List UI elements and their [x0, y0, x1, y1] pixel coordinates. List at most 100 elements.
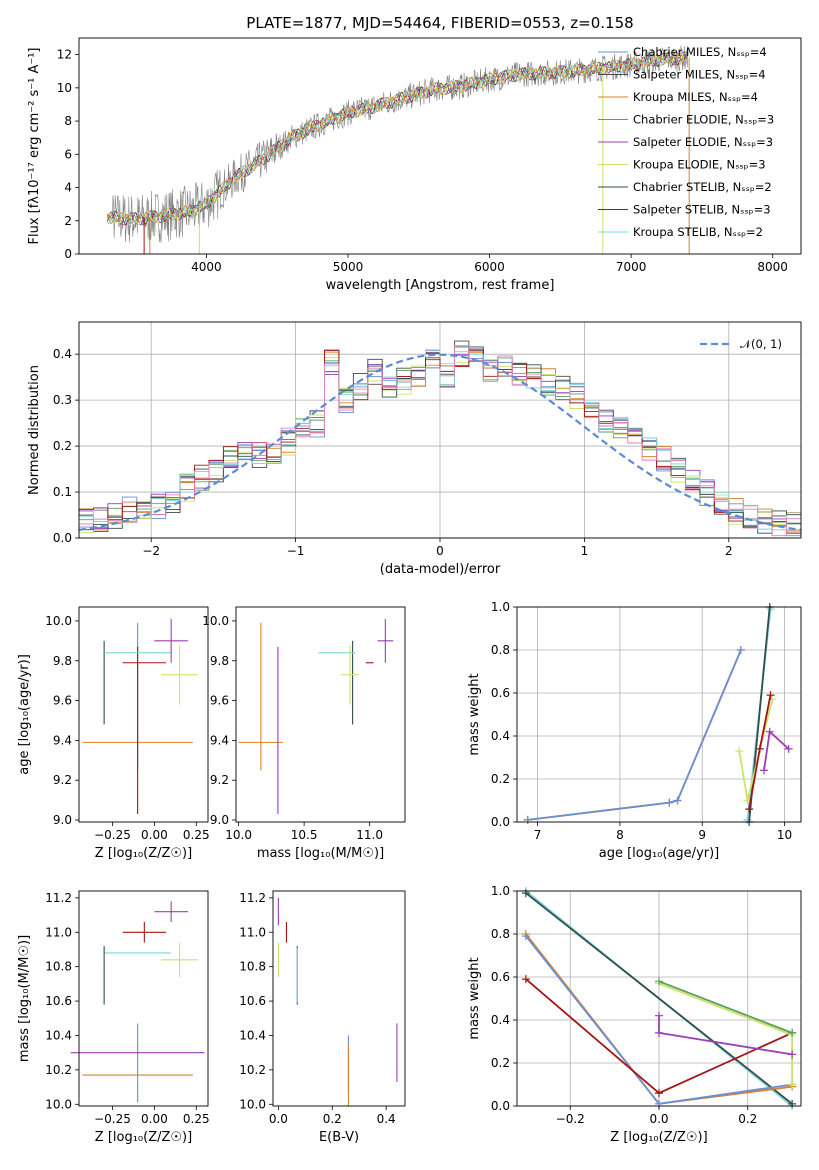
spectrum-frame: [78, 37, 802, 255]
data-point-marker: [673, 796, 682, 805]
data-point-marker: [655, 1028, 663, 1037]
mass-weight-line-salpeter_elodie: [763, 729, 790, 771]
legend-entry: Chabrier STELIB, Nₛₛₚ=2: [633, 180, 772, 194]
residuals-axes: −2 −1 0 1 2 0.0 0.1 0.2 0.3 0.4 (data-model)/error…: [27, 321, 802, 577]
x-tick-label: 10.0: [225, 828, 252, 842]
y-tick-label: 1.0: [491, 600, 510, 614]
y-tick-label: 10.6: [45, 994, 72, 1008]
x-axis-label: Z [log₁₀(Z/Z☉)]: [610, 1130, 707, 1145]
y-tick-label: 0.4: [491, 729, 510, 743]
y-tick-label: 0.3: [53, 393, 72, 407]
x-tick-label: 8000: [757, 260, 788, 274]
data-point-marker: [766, 605, 775, 614]
y-tick-label: 0.4: [53, 347, 72, 361]
y-tick-label: 1.0: [491, 884, 510, 898]
x-tick-label: 5000: [333, 260, 364, 274]
mass_vs_EBV-axes: 0.0 0.2 0.4 10.0 10.2 10.4 10.6 10.8 11.0 11.2 E(B…: [239, 890, 406, 1145]
data-point-marker: [759, 766, 768, 775]
y-tick-label: 0.6: [491, 686, 510, 700]
x-tick-label: 1: [581, 544, 589, 558]
data-point-marker: [655, 1011, 663, 1020]
y-tick-label: 9.6: [53, 694, 72, 708]
mass_weight_vs_Z-axes: −0.2 0.0 0.2 0.0 0.2 0.4 0.6 0.8 1.0 Z [log₁₀(Z/Z…: [467, 884, 802, 1145]
x-axis-label: wavelength [Angstrom, rest frame]: [326, 278, 555, 293]
y-tick-label: 10: [57, 81, 72, 95]
y-axis-label: age [log₁₀(age/yr)]: [17, 654, 32, 775]
y-tick-label: 10.2: [45, 1063, 72, 1077]
mass-weight-line-chabrier_stelib: [525, 892, 793, 1105]
y-tick-label: 11.0: [45, 925, 72, 939]
y-tick-label: 0.8: [491, 643, 510, 657]
age_vs_mass-plot-area: [238, 618, 394, 815]
data-point-marker: [521, 975, 530, 984]
legend-entry: 𝒩(0, 1): [740, 337, 782, 351]
error-bar-point: [154, 901, 188, 922]
model-spectrum-kroupa_miles: [106, 53, 688, 225]
y-tick-label: 6: [64, 147, 72, 161]
residual-histogram-salpeter_stelib: [79, 349, 801, 538]
x-tick-label: 0.25: [183, 828, 210, 842]
age_vs_Z-frame: [78, 606, 209, 823]
spectrum-plot-area: [106, 45, 690, 254]
x-tick-label: 9: [698, 828, 706, 842]
y-tick-label: 4: [64, 181, 72, 195]
legend-entry: Salpeter ELODIE, Nₛₛₚ=3: [633, 135, 773, 149]
y-tick-label: 9.6: [210, 694, 229, 708]
x-tick-label: 8: [616, 828, 624, 842]
data-point-marker: [788, 1080, 797, 1089]
spectrum-axes: 4000 5000 6000 7000 8000 0 2 4 6 8 10 12 wavelength …: [27, 37, 802, 293]
x-axis-label: E(B-V): [319, 1130, 359, 1145]
mass-weight-line-chabrier_elodie: [658, 980, 793, 1034]
x-tick-label: 0.25: [183, 1112, 210, 1126]
x-tick-label: 7: [534, 828, 542, 842]
mass_vs_EBV-plot-area: [277, 897, 398, 1106]
x-tick-label: 10: [777, 828, 792, 842]
x-tick-label: 6000: [474, 260, 505, 274]
y-tick-label: 11.2: [239, 891, 266, 905]
data-point-marker: [523, 815, 532, 824]
x-tick-label: 0.2: [323, 1112, 342, 1126]
mass_vs_Z-frame: [78, 890, 209, 1107]
y-tick-label: 0.0: [53, 531, 72, 545]
mass-weight-line-chabrier_miles: [527, 649, 742, 821]
data-point-marker: [765, 727, 774, 736]
mass-weight-line-kroupa_elodie: [658, 982, 793, 1085]
y-tick-label: 0.0: [491, 1099, 510, 1113]
y-tick-label: 0.1: [53, 485, 72, 499]
y-tick-label: 10.8: [239, 960, 266, 974]
y-tick-label: 10.0: [202, 614, 229, 628]
y-axis-label: Flux [fλ10⁻¹⁷ erg cm⁻² s⁻¹ A⁻¹]: [27, 48, 42, 245]
y-tick-label: 9.8: [210, 654, 229, 668]
y-tick-label: 9.4: [53, 733, 72, 747]
error-bar-point: [154, 618, 188, 663]
y-tick-label: 0: [64, 247, 72, 261]
mass_weight_vs_age-frame: [516, 606, 802, 823]
data-point-marker: [788, 1050, 797, 1059]
mass_vs_EBV-frame: [272, 890, 406, 1107]
y-tick-label: 9.0: [210, 813, 229, 827]
x-tick-label: 0.4: [377, 1112, 396, 1126]
x-tick-label: 4000: [191, 260, 222, 274]
x-tick-label: 7000: [616, 260, 647, 274]
legend-entry: Chabrier ELODIE, Nₛₛₚ=3: [633, 113, 774, 127]
age_vs_Z-plot-area: [82, 618, 198, 815]
y-axis-label: Normed distribution: [27, 365, 42, 495]
error-bar-point: [340, 644, 360, 705]
x-tick-label: 0.0: [269, 1112, 288, 1126]
data-point-marker: [755, 744, 764, 753]
legend-entry: Kroupa STELIB, Nₛₛₚ=2: [633, 225, 763, 239]
y-axis-label: mass weight: [467, 957, 482, 1039]
x-axis-label: Z [log₁₀(Z/Z☉)]: [95, 846, 192, 861]
x-tick-label: 0.0: [649, 1112, 668, 1126]
x-axis-label: mass [log₁₀(M/M☉)]: [257, 846, 384, 861]
normal-distribution-curve: [79, 353, 801, 531]
error-bar-point: [161, 644, 198, 705]
y-tick-label: 0.4: [491, 1013, 510, 1027]
y-tick-label: 8: [64, 114, 72, 128]
y-tick-label: 0.2: [53, 439, 72, 453]
data-point-marker: [655, 1089, 663, 1098]
mass_weight_vs_Z-frame: [516, 890, 802, 1107]
x-tick-label: 0.00: [141, 1112, 168, 1126]
x-tick-label: −0.25: [94, 828, 131, 842]
